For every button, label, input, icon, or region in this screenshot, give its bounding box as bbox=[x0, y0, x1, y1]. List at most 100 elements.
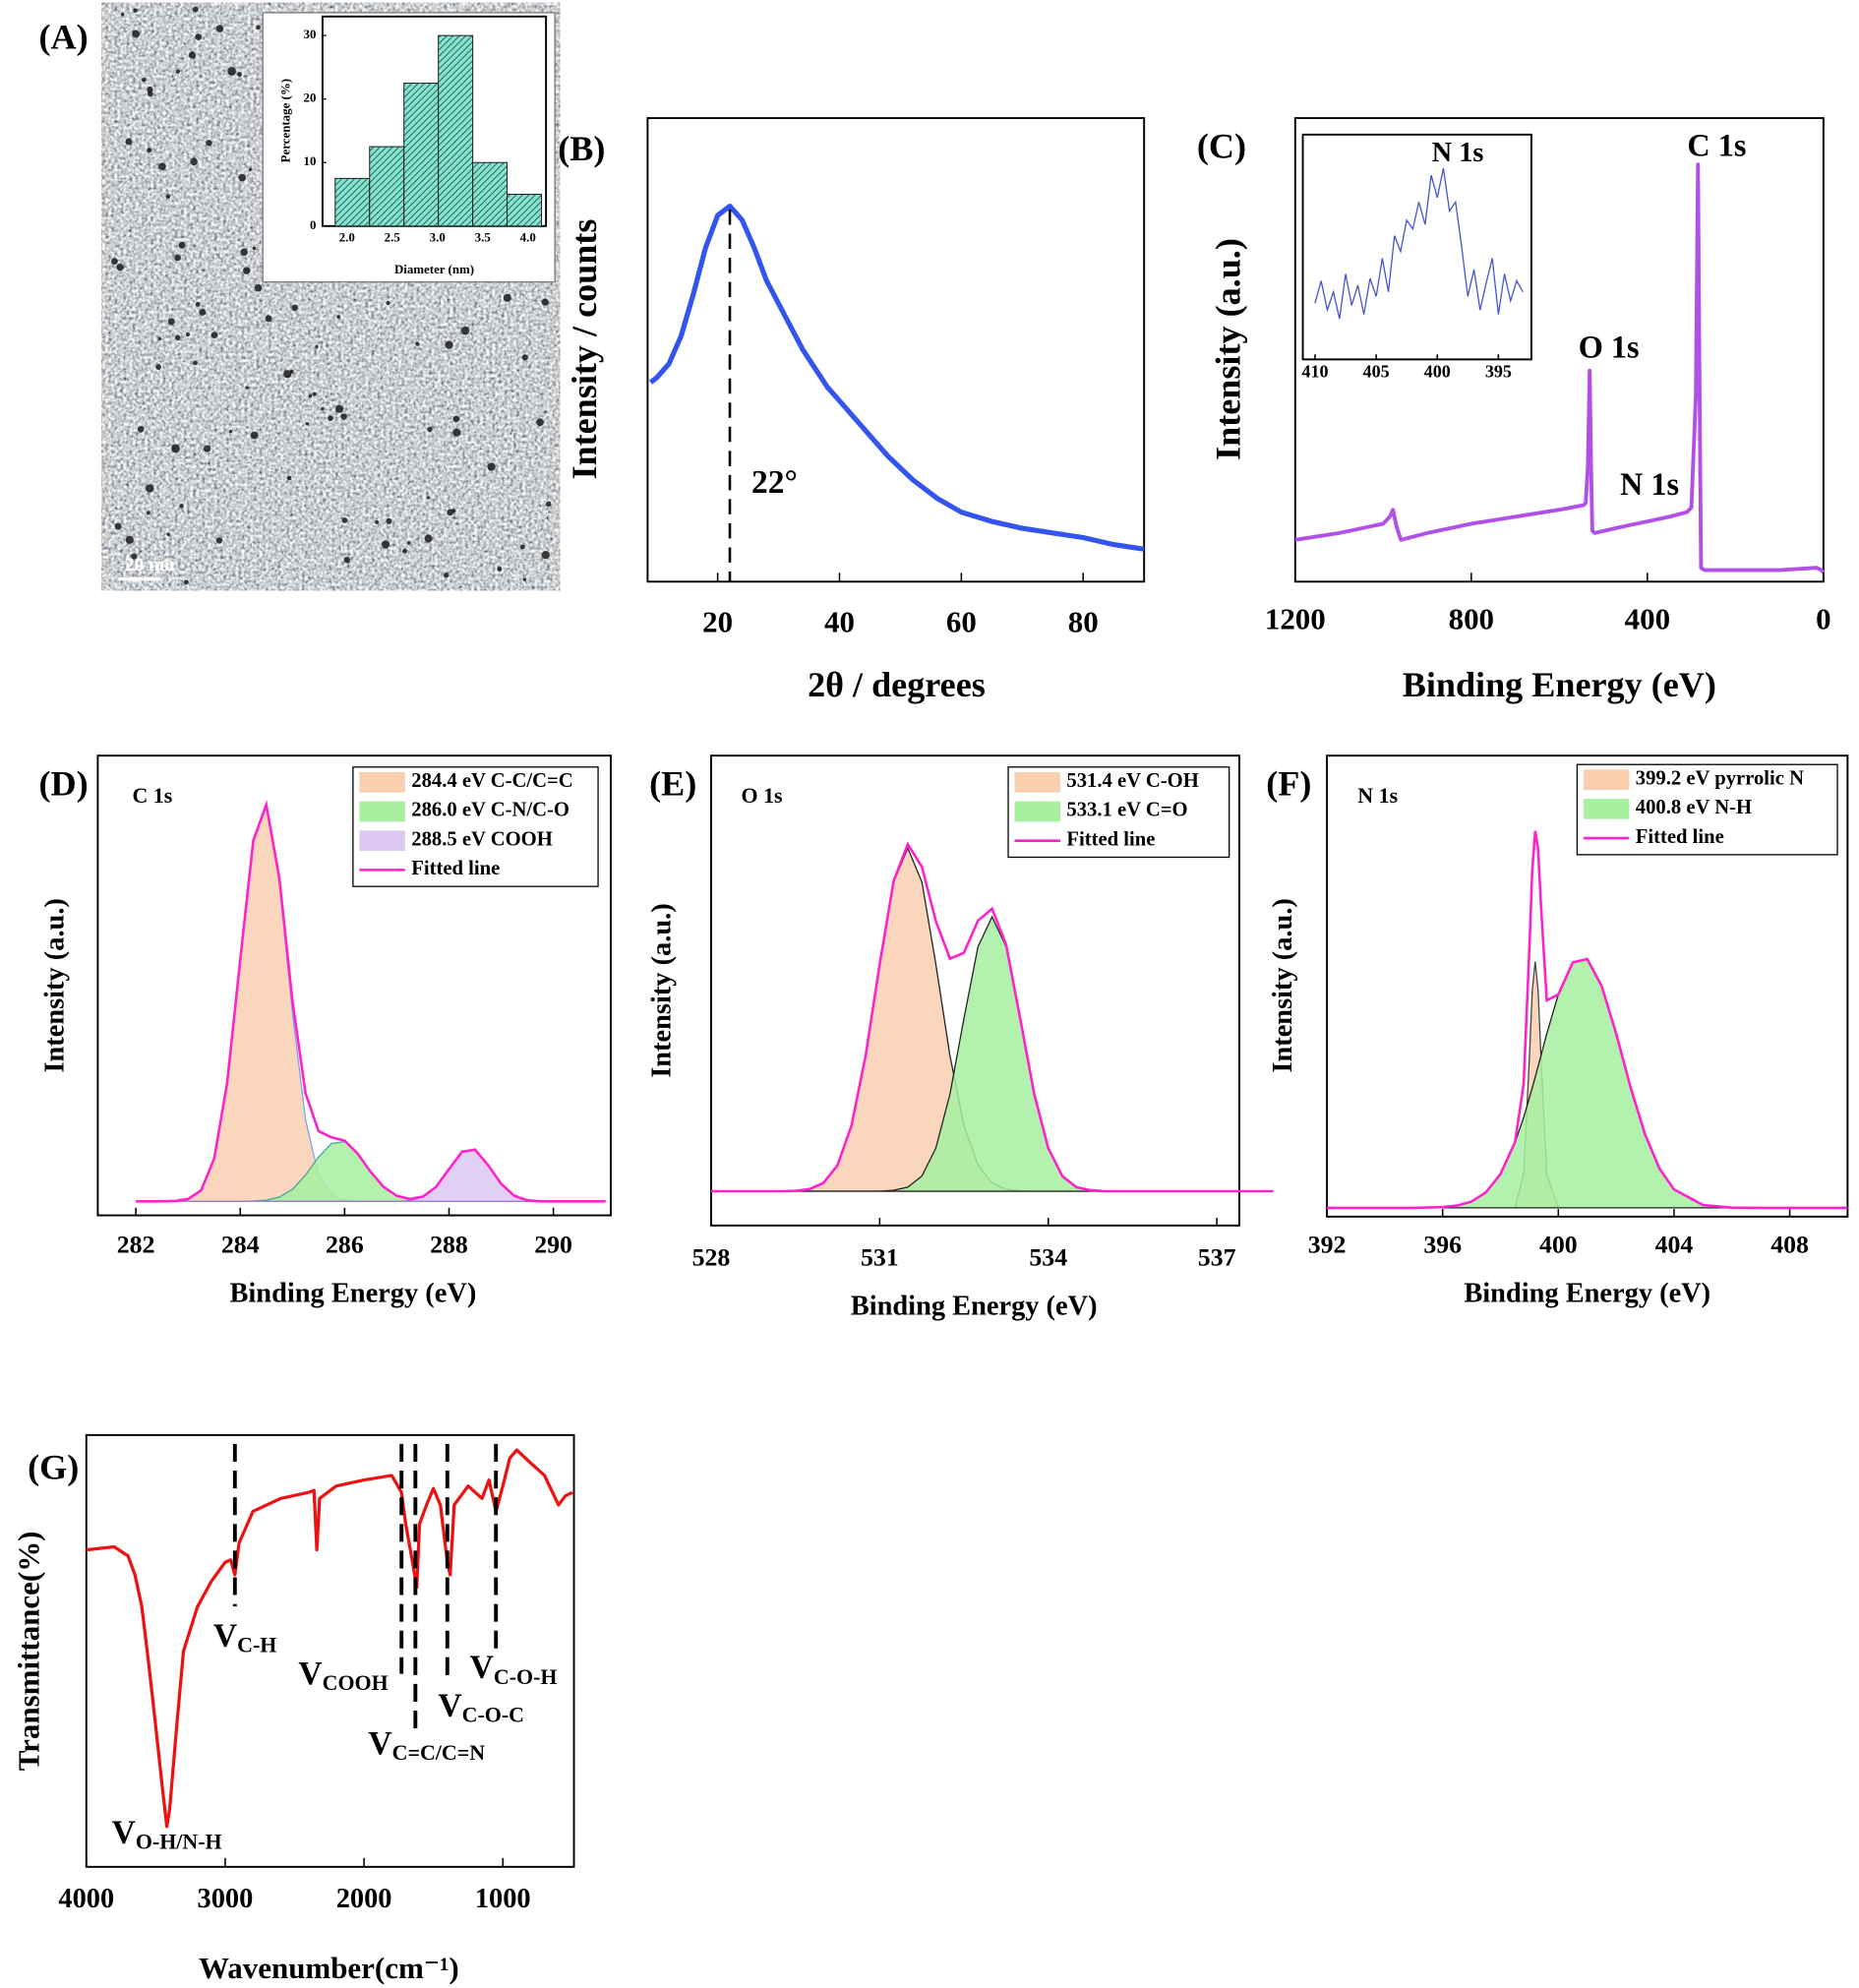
x-tick-label: 400 bbox=[1424, 362, 1451, 382]
annotation: O 1s bbox=[1579, 330, 1640, 365]
particle bbox=[166, 532, 170, 536]
plot-frame bbox=[709, 754, 1240, 1227]
particle bbox=[503, 293, 511, 302]
x-tick-label: 395 bbox=[1485, 362, 1512, 382]
particle bbox=[237, 72, 242, 77]
plot-frame bbox=[1293, 117, 1825, 583]
spectrum-label: O 1s bbox=[742, 783, 783, 808]
particle bbox=[536, 418, 544, 427]
legend-label: 400.8 eV N-H bbox=[1636, 797, 1752, 818]
particle bbox=[114, 522, 122, 530]
particle bbox=[291, 304, 298, 312]
particle bbox=[158, 162, 166, 171]
particle bbox=[192, 6, 199, 13]
particle bbox=[312, 392, 317, 396]
particle bbox=[131, 553, 138, 560]
legend-label: 288.5 eV COOH bbox=[411, 828, 553, 850]
spectrum-label: C 1s bbox=[132, 783, 172, 808]
particle bbox=[238, 173, 247, 182]
y-tick-label: 0 bbox=[310, 217, 316, 232]
particle bbox=[116, 264, 124, 271]
fitted-line bbox=[136, 800, 606, 1203]
particle bbox=[334, 404, 344, 413]
x-tick-label: 282 bbox=[117, 1231, 155, 1259]
annotation-subscript: C=C/C=N bbox=[392, 1740, 486, 1765]
particle bbox=[451, 509, 456, 513]
particle bbox=[286, 475, 292, 481]
x-tick-label: 286 bbox=[326, 1231, 364, 1259]
x-axis-title: Binding Energy (eV) bbox=[1464, 1278, 1710, 1308]
particle bbox=[228, 429, 233, 434]
annotation: VCOOH bbox=[298, 1656, 388, 1695]
particle bbox=[343, 556, 351, 564]
particle bbox=[245, 386, 249, 390]
legend-swatch bbox=[1014, 771, 1060, 793]
particle bbox=[497, 566, 503, 572]
legend-label: Fitted line bbox=[1066, 828, 1155, 850]
particle bbox=[321, 406, 325, 411]
annotation: VC=C/C=N bbox=[368, 1725, 485, 1765]
particle bbox=[174, 254, 181, 262]
x-tick-label: 1000 bbox=[475, 1884, 531, 1914]
annotation-subscript: C-H bbox=[237, 1633, 276, 1657]
particle bbox=[142, 77, 147, 83]
particle bbox=[401, 548, 407, 554]
annotation: 22° bbox=[751, 464, 798, 501]
particle bbox=[183, 579, 189, 585]
x-tick-label: 3000 bbox=[198, 1884, 254, 1914]
line bbox=[1294, 162, 1826, 574]
particle bbox=[137, 426, 145, 433]
particle bbox=[444, 572, 450, 578]
x-tick-label: 537 bbox=[1198, 1243, 1236, 1272]
particle bbox=[250, 431, 259, 440]
y-axis-title: Intensity (a.u.) bbox=[1209, 238, 1248, 460]
legend-label: Fitted line bbox=[1636, 826, 1724, 848]
particle bbox=[125, 138, 133, 146]
particle bbox=[121, 12, 125, 17]
x-axis-title: Binding Energy (eV) bbox=[1403, 665, 1716, 704]
component-area bbox=[710, 915, 1274, 1192]
annotation-subscript: O-H/N-H bbox=[136, 1830, 222, 1854]
annotation: VC-O-H bbox=[470, 1649, 558, 1688]
legend-label: 284.4 eV C-C/C=C bbox=[411, 770, 572, 792]
particle bbox=[215, 25, 224, 32]
particle bbox=[415, 341, 420, 346]
y-axis-title: Intensity (a.u.) bbox=[40, 898, 71, 1072]
particle bbox=[381, 540, 390, 549]
particle bbox=[341, 517, 348, 523]
particle bbox=[460, 326, 470, 335]
annotation-main: V bbox=[368, 1725, 391, 1762]
particle bbox=[204, 445, 211, 452]
particle bbox=[386, 300, 390, 305]
particle bbox=[248, 167, 253, 171]
plot-frame bbox=[1326, 754, 1849, 1218]
legend-label: 533.1 eV C=O bbox=[1066, 800, 1187, 821]
x-tick-label: 528 bbox=[692, 1243, 731, 1272]
x-tick-label: 3.0 bbox=[430, 230, 446, 245]
annotation-subscript: C-O-H bbox=[494, 1664, 558, 1689]
x-tick-label: 408 bbox=[1770, 1231, 1809, 1259]
particle bbox=[426, 496, 430, 500]
annotation-subscript: C-O-C bbox=[462, 1703, 524, 1727]
particle bbox=[133, 8, 138, 13]
particle bbox=[111, 258, 118, 265]
particle bbox=[445, 340, 453, 349]
annotation: C 1s bbox=[1687, 127, 1746, 162]
particle bbox=[157, 336, 162, 341]
annotation-subscript: COOH bbox=[323, 1670, 389, 1695]
particle bbox=[147, 86, 153, 93]
particle bbox=[199, 308, 207, 316]
particle bbox=[256, 25, 261, 30]
x-tick-label: 396 bbox=[1423, 1231, 1462, 1259]
particle bbox=[240, 248, 248, 257]
inset-line bbox=[1314, 168, 1524, 320]
x-tick-label: 392 bbox=[1308, 1231, 1347, 1259]
plot-frame bbox=[85, 1433, 575, 1868]
x-axis-title: Wavenumber(cm⁻¹) bbox=[199, 1951, 459, 1985]
scale-bar-label: 20 nm bbox=[125, 555, 175, 575]
particle bbox=[424, 534, 433, 543]
particle bbox=[227, 67, 236, 76]
x-tick-label: 404 bbox=[1655, 1231, 1694, 1259]
particle bbox=[283, 370, 292, 379]
legend-label: 531.4 eV C-OH bbox=[1066, 770, 1198, 792]
